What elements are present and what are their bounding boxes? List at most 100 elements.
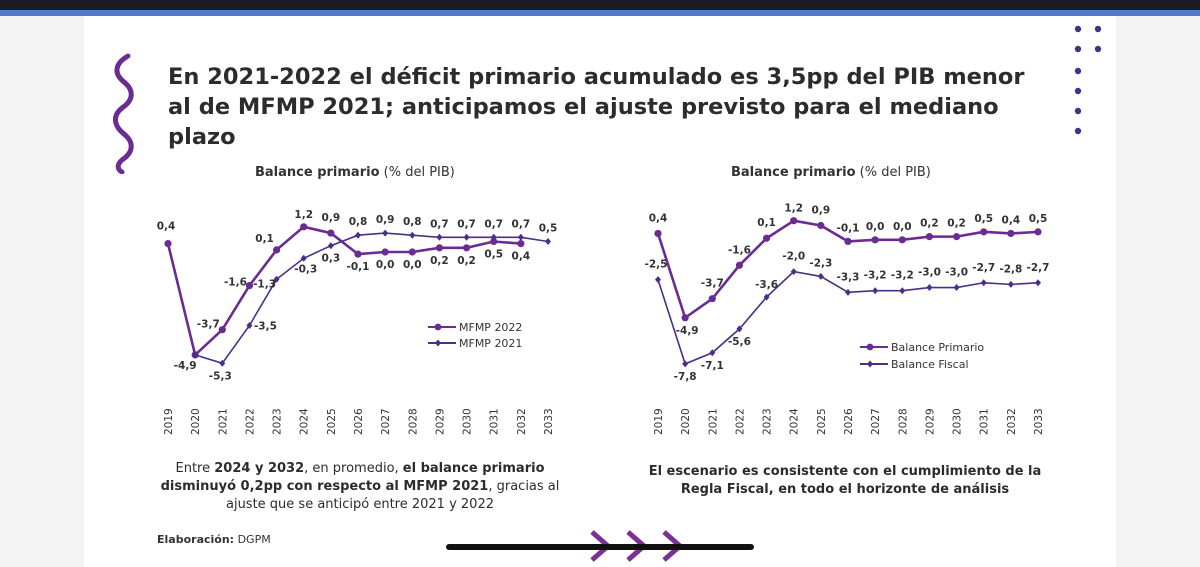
data-point: [871, 236, 879, 244]
data-label: 0,5: [1029, 213, 1048, 225]
x-tick-label: 2023: [762, 408, 774, 435]
legend-label: Balance Fiscal: [891, 358, 969, 371]
chart-1-title-bold: Balance primario: [255, 165, 380, 180]
data-point: [164, 240, 172, 248]
data-label: -2,0: [782, 251, 805, 263]
data-label: -3,6: [755, 279, 778, 291]
data-label: -3,0: [918, 267, 941, 279]
x-tick-label: 2028: [897, 408, 909, 435]
legend-marker: [867, 360, 873, 368]
data-point: [490, 237, 498, 246]
data-point: [817, 221, 825, 230]
x-tick-label: 2032: [516, 408, 528, 435]
x-tick-label: 2024: [789, 408, 801, 435]
data-point: [408, 248, 416, 256]
data-point: [762, 234, 771, 242]
data-label: -3,7: [197, 319, 220, 331]
data-point: [898, 236, 906, 244]
data-label: -2,7: [1027, 262, 1050, 274]
data-point: [763, 293, 770, 301]
data-point: [952, 233, 961, 241]
left-caption-bold-2: el balance primario disminuyó 0,2pp con …: [160, 461, 545, 494]
data-label: 0,0: [866, 221, 885, 233]
data-label: 0,9: [322, 212, 341, 224]
x-tick-label: 2022: [734, 408, 746, 435]
data-point: [462, 244, 471, 252]
chart-2-title: Balance primario (% del PIB): [731, 165, 931, 180]
data-label: 0,7: [484, 218, 503, 230]
data-label: -2,8: [999, 263, 1022, 275]
data-point: [1034, 228, 1042, 236]
chart-2-title-bold: Balance primario: [731, 165, 856, 180]
data-point: [300, 254, 307, 262]
x-tick-label: 2027: [870, 408, 882, 435]
legend-label: MFMP 2021: [459, 337, 522, 350]
dots-decoration-icon: [1074, 25, 1102, 135]
x-tick-label: 2033: [1033, 408, 1045, 435]
legend-marker: [866, 343, 874, 351]
left-caption-text-3: , gracias al ajuste que se anticipó entr…: [225, 479, 560, 512]
footer-note: Elaboración: DGPM: [157, 533, 271, 546]
series-line-1: [166, 225, 521, 358]
data-point: [980, 228, 988, 236]
x-tick-label: 2022: [244, 408, 256, 435]
x-tick-label: 2024: [299, 408, 311, 435]
data-label: 0,9: [376, 214, 395, 226]
data-point: [845, 288, 851, 296]
slide-left-margin: [0, 16, 84, 567]
footer-value: DGPM: [234, 533, 271, 546]
data-point: [273, 275, 280, 283]
data-label: 0,4: [649, 212, 668, 224]
data-point: [925, 233, 934, 241]
data-point: [435, 244, 444, 252]
data-label: 0,7: [457, 218, 476, 230]
squiggle-decoration-icon: [113, 53, 134, 174]
data-point: [355, 231, 361, 239]
data-point: [681, 314, 689, 322]
data-point: [490, 233, 497, 241]
footer-label: Elaboración:: [157, 533, 235, 546]
data-point: [790, 268, 797, 276]
data-label: 0,8: [403, 216, 422, 228]
data-point: [436, 233, 443, 241]
data-label: -2,5: [645, 259, 668, 271]
data-label: -0,3: [294, 263, 317, 275]
legend-marker: [434, 323, 442, 331]
data-point: [980, 279, 987, 287]
legend-marker: [435, 339, 441, 347]
data-label: 1,2: [294, 209, 313, 221]
data-label: -3,0: [945, 267, 968, 279]
chart-right-balances: 2019 2020 2021 2022 2023 2024 2025 2026 2027 2028…: [645, 203, 1050, 435]
data-label: -1,3: [253, 278, 276, 290]
data-point: [1035, 279, 1041, 287]
data-point: [218, 326, 226, 334]
x-tick-label: 2023: [272, 408, 284, 435]
data-label: 0,1: [757, 217, 776, 229]
data-point: [327, 242, 334, 250]
home-indicator-bar[interactable]: [446, 544, 754, 550]
data-point: [517, 240, 525, 248]
data-label: 0,7: [512, 218, 531, 230]
legend-label: MFMP 2022: [459, 321, 522, 334]
data-label: 0,9: [812, 205, 831, 217]
data-point: [545, 238, 551, 245]
chart-1-title: Balance primario (% del PIB): [255, 165, 455, 180]
chart-2-title-rest: (% del PIB): [855, 165, 931, 180]
x-tick-label: 2021: [707, 408, 719, 435]
data-point: [1007, 280, 1014, 288]
data-label: 0,0: [893, 221, 912, 233]
data-label: 0,5: [484, 249, 503, 261]
x-tick-label: 2029: [924, 408, 936, 435]
data-label: 0,1: [255, 233, 274, 245]
data-label: 0,0: [376, 259, 395, 271]
x-tick-label: 2027: [380, 408, 392, 435]
data-label: 0,7: [430, 218, 449, 230]
data-label: -3,7: [701, 278, 724, 290]
x-tick-label: 2032: [1006, 408, 1018, 435]
left-caption-text-2: , en promedio,: [304, 461, 403, 476]
data-point: [790, 217, 798, 225]
data-label: -3,2: [864, 270, 887, 282]
series-line-2: [194, 232, 549, 365]
x-tick-label: 2031: [979, 408, 991, 435]
data-point: [872, 287, 879, 295]
